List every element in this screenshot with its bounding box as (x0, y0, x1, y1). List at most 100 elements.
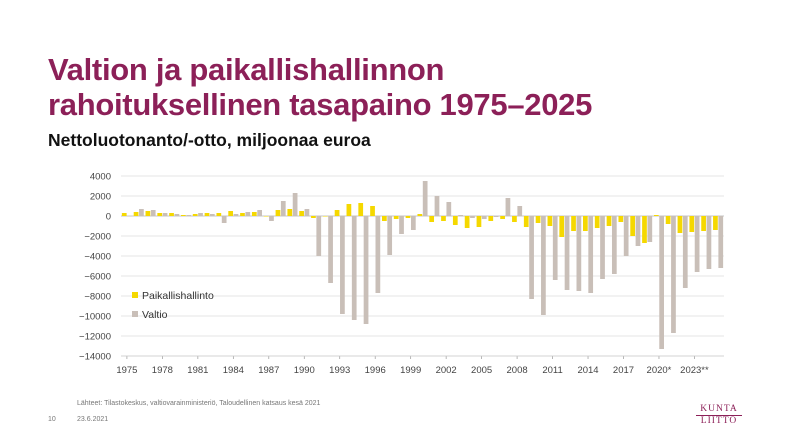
bar-paikallishallinto-1982 (204, 213, 210, 216)
x-tick-label: 1978 (152, 365, 173, 376)
bar-paikallishallinto-2018 (630, 216, 636, 236)
bar-paikallishallinto-2001 (429, 216, 435, 222)
bar-paikallishallinto-1978 (157, 213, 163, 216)
legend-swatch-paikallishallinto (132, 292, 138, 298)
kuntaliitto-logo: KUNTA LIITTO (696, 404, 742, 426)
bar-valtio-2020 (659, 216, 664, 349)
bar-paikallishallinto-1989 (287, 209, 293, 216)
y-tick-label: 0 (106, 212, 111, 223)
bar-paikallishallinto-2004 (464, 216, 470, 228)
bar-valtio-2023 (694, 216, 700, 272)
bar-valtio-1991 (316, 216, 322, 256)
bar-paikallishallinto-2005 (476, 216, 482, 227)
bar-valtio-1989 (292, 193, 298, 216)
bar-valtio-1986 (257, 210, 262, 216)
bar-valtio-1992 (328, 216, 333, 283)
bar-paikallishallinto-1997 (382, 216, 387, 221)
bar-paikallishallinto-1986 (251, 212, 257, 216)
bar-paikallishallinto-1995 (358, 203, 364, 216)
bar-paikallishallinto-2025 (713, 216, 718, 230)
bar-valtio-1982 (209, 214, 215, 216)
bar-valtio-2016 (611, 216, 617, 274)
bar-paikallishallinto-2015 (594, 216, 600, 228)
x-tick-label: 1975 (116, 365, 137, 376)
x-tick-label: 2002 (436, 365, 457, 376)
y-axis-ticks: 4000 2000 0 −2000 −4000 −6000 −8000 −10000 −1200… (79, 172, 111, 363)
legend-swatch-valtio (132, 311, 138, 317)
bar-paikallishallinto-1991 (311, 216, 316, 218)
bar-paikallishallinto-2009 (523, 216, 529, 227)
bar-valtio-1984 (233, 214, 239, 216)
x-tick-label: 1993 (329, 365, 350, 376)
bar-valtio-2022 (682, 216, 688, 288)
bar-valtio-1975 (127, 216, 132, 217)
bar-valtio-2008 (517, 206, 523, 216)
bar-paikallishallinto-1996 (370, 206, 375, 216)
bar-valtio-1994 (351, 216, 357, 320)
x-tick-label: 1999 (400, 365, 421, 376)
title-line-1: Valtion ja paikallishallinnon (48, 52, 445, 87)
bar-valtio-1987 (269, 216, 274, 221)
bar-paikallishallinto-2000 (417, 214, 423, 216)
bar-valtio-1996 (375, 216, 381, 293)
chart-legend: Paikallishallinto Valtio (132, 290, 214, 321)
slide-number: 10 (48, 416, 56, 423)
bar-paikallishallinto-2007 (500, 216, 505, 219)
bar-paikallishallinto-2016 (606, 216, 612, 226)
bar-valtio-2021 (671, 216, 676, 333)
bar-valtio-1998 (399, 216, 404, 234)
bar-paikallishallinto-2019 (642, 216, 647, 243)
bar-valtio-1983 (221, 216, 227, 223)
legend-label-valtio: Valtio (142, 309, 168, 321)
bar-paikallishallinto-1994 (346, 204, 352, 216)
bar-paikallishallinto-2024 (701, 216, 706, 231)
bar-valtio-2002 (446, 202, 452, 216)
source-note: Lähteet: Tilastokeskus, valtiovarainmini… (77, 400, 321, 407)
bar-paikallishallinto-1975 (121, 213, 127, 216)
bar-paikallishallinto-1980 (181, 215, 186, 216)
bar-paikallishallinto-2020 (653, 215, 659, 216)
y-tick-label: 4000 (90, 172, 111, 183)
bar-paikallishallinto-1987 (263, 216, 269, 217)
x-tick-label: 1990 (294, 365, 315, 376)
bar-paikallishallinto-2002 (441, 216, 446, 221)
bar-paikallishallinto-2006 (488, 216, 494, 221)
bar-paikallishallinto-2013 (571, 216, 576, 231)
bars (121, 181, 724, 349)
x-tick-label: 1987 (258, 365, 279, 376)
bar-paikallishallinto-2021 (665, 216, 671, 224)
bar-paikallishallinto-2017 (618, 216, 624, 222)
slide-date: 23.6.2021 (77, 416, 109, 423)
bar-paikallishallinto-1988 (275, 210, 281, 216)
bar-valtio-2005 (481, 216, 487, 219)
bar-valtio-2009 (529, 216, 534, 299)
bar-paikallishallinto-2010 (535, 216, 541, 223)
x-tick-label: 2008 (507, 365, 528, 376)
bar-valtio-1981 (198, 213, 203, 216)
bar-valtio-2024 (706, 216, 712, 269)
bar-valtio-2000 (422, 181, 428, 216)
x-tick-label: 1996 (365, 365, 386, 376)
bar-paikallishallinto-2022 (677, 216, 683, 233)
bar-valtio-1993 (340, 216, 345, 314)
x-axis-ticks: 1975 1978 1981 1984 1987 1990 1993 1996 1999 2002… (116, 355, 724, 376)
bar-valtio-2012 (564, 216, 570, 290)
y-tick-label: −6000 (84, 272, 111, 283)
bar-paikallishallinto-1993 (334, 210, 340, 216)
bar-paikallishallinto-1984 (228, 211, 234, 216)
y-tick-label: −2000 (84, 232, 111, 243)
x-tick-label: 1981 (187, 365, 208, 376)
bar-valtio-2015 (600, 216, 605, 279)
bar-paikallishallinto-1985 (240, 213, 245, 216)
x-tick-label: 2020* (647, 365, 672, 376)
bar-paikallishallinto-1983 (216, 213, 222, 216)
bar-valtio-1988 (280, 201, 286, 216)
bar-paikallishallinto-2012 (559, 216, 565, 237)
bar-paikallishallinto-2008 (512, 216, 517, 222)
bar-paikallishallinto-1992 (322, 216, 328, 217)
bar-paikallishallinto-1990 (299, 211, 304, 216)
bar-paikallishallinto-1998 (393, 216, 399, 219)
bar-valtio-2018 (635, 216, 641, 246)
x-tick-label: 1984 (223, 365, 244, 376)
